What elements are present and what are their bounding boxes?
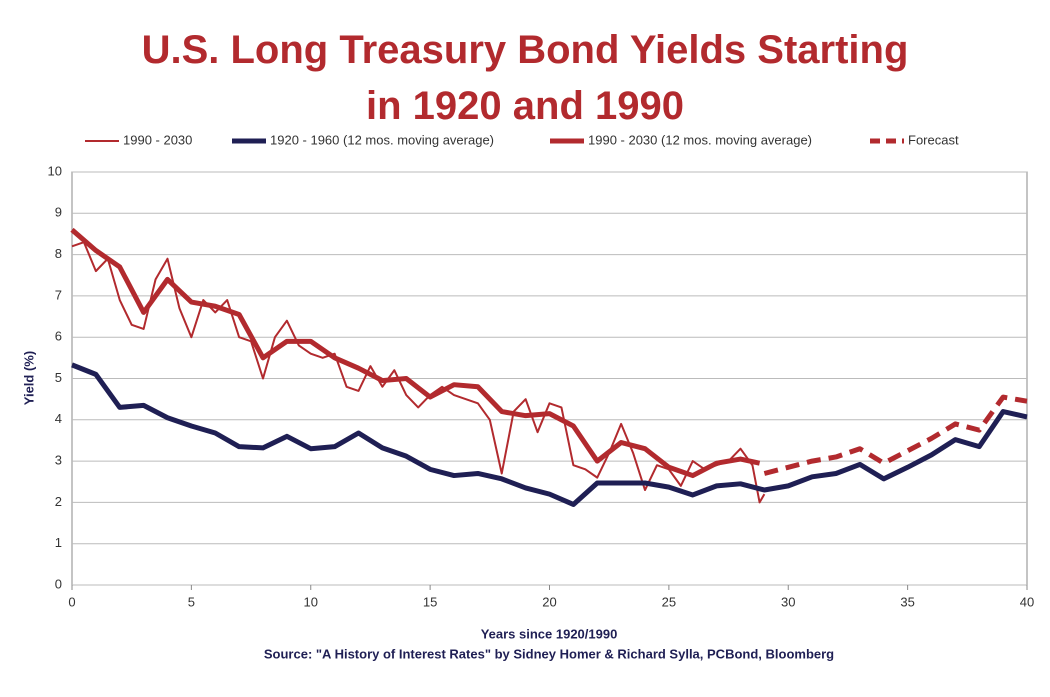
x-tick-label: 20 <box>542 594 556 609</box>
y-tick-label: 9 <box>55 205 62 220</box>
y-tick-label: 6 <box>55 329 62 344</box>
x-tick-label: 25 <box>662 594 676 609</box>
x-tick-label: 40 <box>1020 594 1034 609</box>
y-tick-label: 4 <box>55 411 62 426</box>
legend-label: 1990 - 2030 (12 mos. moving average) <box>588 132 812 147</box>
y-tick-label: 2 <box>55 494 62 509</box>
x-tick-label: 35 <box>900 594 914 609</box>
y-tick-label: 5 <box>55 370 62 385</box>
y-tick-label: 10 <box>48 163 62 178</box>
source: Source: "A History of Interest Rates" by… <box>264 646 834 661</box>
x-tick-label: 30 <box>781 594 795 609</box>
x-axis-label: Years since 1920/1990 <box>481 626 618 641</box>
chart-title: U.S. Long Treasury Bond Yields Starting … <box>141 28 909 128</box>
x-tick-label: 10 <box>304 594 318 609</box>
y-tick-label: 8 <box>55 246 62 261</box>
x-tick-label: 5 <box>188 594 195 609</box>
x-tick-label: 15 <box>423 594 437 609</box>
series-line <box>71 241 766 504</box>
legend-label: 1920 - 1960 (12 mos. moving average) <box>270 132 494 147</box>
y-axis-label: Yield (%) <box>21 351 36 405</box>
y-tick-label: 7 <box>55 287 62 302</box>
series-line <box>70 227 761 479</box>
y-tick-label: 3 <box>55 453 62 468</box>
x-tick-label: 0 <box>68 594 75 609</box>
series-line <box>763 394 1028 476</box>
y-tick-label: 0 <box>55 576 62 591</box>
legend-label: Forecast <box>908 132 959 147</box>
series-line <box>71 362 1028 507</box>
legend-label: 1990 - 2030 <box>123 132 192 147</box>
y-tick-label: 1 <box>55 535 62 550</box>
